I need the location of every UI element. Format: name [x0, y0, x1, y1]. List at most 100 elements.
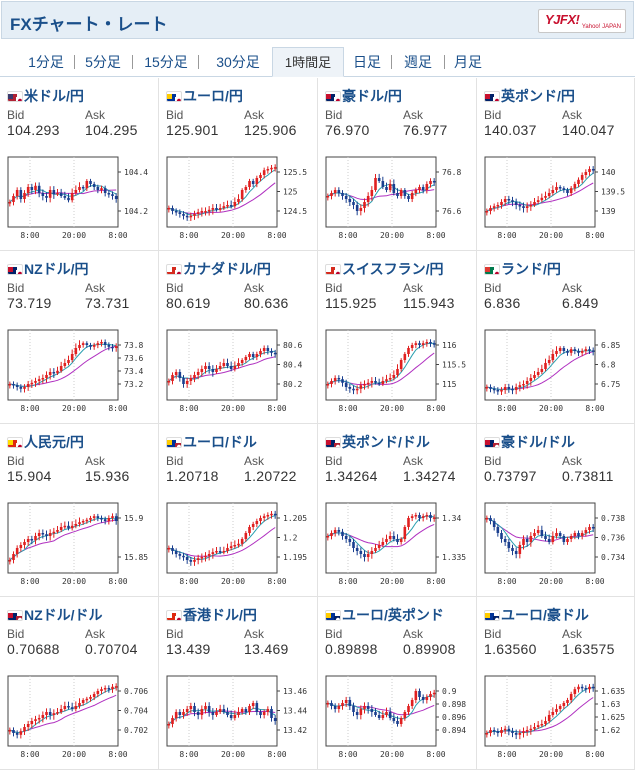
pair-link[interactable]: ランド/円 [484, 259, 561, 277]
tab-8[interactable]: 月足 [454, 54, 482, 70]
pair-link[interactable]: 香港ドル/円 [166, 605, 257, 623]
rate-card[interactable]: ランド/円 Bid 6.836 Ask 6.849 6.85 6.8 6.75 8:00 20:0… [477, 251, 635, 424]
candle-body [503, 387, 507, 390]
pair-link[interactable]: カナダドル/円 [166, 259, 271, 277]
pair-link[interactable]: NZドル/円 [7, 259, 89, 277]
price-chart[interactable]: 0.9 0.898 0.896 0.894 8:00 20:00 8:00 [325, 675, 475, 759]
candle-body [237, 199, 240, 202]
candle-body [522, 384, 525, 386]
slow-moving-average [9, 189, 117, 203]
candle-body [399, 360, 403, 369]
pair-link[interactable]: 豪ドル/円 [325, 86, 402, 104]
candle-body [114, 516, 118, 521]
candle-body [407, 706, 410, 712]
pair-name: NZドル/ドル [24, 607, 103, 623]
tab-3[interactable]: 15分足 [144, 54, 188, 70]
tab-1[interactable]: 1分足 [28, 54, 64, 70]
price-chart[interactable]: 0.706 0.704 0.702 8:00 20:00 8:00 [7, 675, 157, 759]
rate-card[interactable]: スイスフラン/円 Bid 115.925 Ask 115.943 116 115.5 115 8… [318, 251, 477, 424]
pair-link[interactable]: 豪ドル/ドル [484, 432, 575, 450]
price-chart[interactable]: 140 139.5 139 8:00 20:00 8:00 [484, 156, 634, 240]
price-chart[interactable]: 125.5 125 124.5 8:00 20:00 8:00 [166, 156, 316, 240]
tab-separator [198, 55, 199, 69]
ask-label: Ask [85, 627, 106, 641]
price-chart[interactable]: 13.46 13.44 13.42 8:00 20:00 8:00 [166, 675, 316, 759]
tab-7[interactable]: 週足 [404, 54, 432, 70]
price-chart[interactable]: 1.205 1.2 1.195 8:00 20:00 8:00 [166, 502, 316, 586]
tab-5[interactable]: 1時間足 [272, 47, 344, 77]
candle-body [337, 530, 341, 532]
price-chart[interactable]: 80.6 80.4 80.2 8:00 20:00 8:00 [166, 329, 316, 413]
tab-4[interactable]: 30分足 [216, 54, 260, 70]
candle-body [222, 551, 226, 553]
rate-card[interactable]: ユーロ/豪ドル Bid 1.63560 Ask 1.63575 1.635 1.63 1.62… [477, 597, 635, 770]
candle-body [377, 178, 381, 181]
price-chart[interactable]: 0.738 0.736 0.734 8:00 20:00 8:00 [484, 502, 634, 586]
pair-link[interactable]: ユーロ/英ポンド [325, 605, 444, 623]
candle-body [352, 202, 355, 205]
rate-card[interactable]: 米ドル/円 Bid 104.293 Ask 104.295 104.4 104.2 8:00 2… [0, 78, 159, 251]
candle-body [273, 167, 277, 169]
pair-link[interactable]: 米ドル/円 [7, 86, 84, 104]
pair-link[interactable]: 人民元/円 [7, 432, 84, 450]
rate-card[interactable]: NZドル/円 Bid 73.719 Ask 73.731 73.8 73.6 73.4 73.2… [0, 251, 159, 424]
rate-card[interactable]: ユーロ/ドル Bid 1.20718 Ask 1.20722 1.205 1.2 1.195 8… [159, 424, 318, 597]
pair-link[interactable]: NZドル/ドル [7, 605, 103, 623]
rate-card[interactable]: NZドル/ドル Bid 0.70688 Ask 0.70704 0.706 0.704 0.7… [0, 597, 159, 770]
candle-body [330, 533, 333, 536]
rate-card[interactable]: 英ポンド/円 Bid 140.037 Ask 140.047 140 139.5 139 8:0… [477, 78, 635, 251]
candle-body [185, 381, 189, 384]
tab-6[interactable]: 日足 [353, 54, 381, 70]
pair-name: カナダドル/円 [183, 261, 271, 277]
pair-link[interactable]: 英ポンド/ドル [325, 432, 430, 450]
candle-body [15, 548, 19, 554]
candle-body [100, 518, 103, 520]
x-tick-label: 20:00 [380, 404, 404, 413]
rate-card[interactable]: 豪ドル/ドル Bid 0.73797 Ask 0.73811 0.738 0.736 0.73… [477, 424, 635, 597]
price-chart[interactable]: 104.4 104.2 8:00 20:00 8:00 [7, 156, 157, 240]
candle-body [536, 725, 540, 727]
brand-logo[interactable]: YJFX! Yahoo! JAPAN [538, 9, 626, 33]
candle-body [370, 709, 374, 712]
x-tick-label: 20:00 [62, 750, 86, 759]
candle-body [421, 516, 425, 518]
candle-body [74, 190, 78, 193]
price-chart[interactable]: 1.635 1.63 1.625 1.62 8:00 20:00 8:00 [484, 675, 634, 759]
rate-card[interactable]: 人民元/円 Bid 15.904 Ask 15.936 15.9 15.85 8:00 20:0… [0, 424, 159, 597]
price-chart[interactable]: 76.8 76.6 8:00 20:00 8:00 [325, 156, 475, 240]
candle-body [200, 557, 204, 559]
candle-body [396, 193, 399, 196]
price-chart[interactable]: 73.8 73.6 73.4 73.2 8:00 20:00 8:00 [7, 329, 157, 413]
pair-link[interactable]: ユーロ/円 [166, 86, 243, 104]
price-chart[interactable]: 116 115.5 115 8:00 20:00 8:00 [325, 329, 475, 413]
candle-body [41, 715, 45, 718]
ask-label: Ask [244, 454, 265, 468]
candle-body [540, 530, 544, 536]
candle-body [569, 349, 573, 353]
ask-value: 80.636 [244, 295, 289, 311]
price-chart[interactable]: 1.34 1.335 8:00 20:00 8:00 [325, 502, 475, 586]
rate-card[interactable]: 英ポンド/ドル Bid 1.34264 Ask 1.34274 1.34 1.335 8:00… [318, 424, 477, 597]
rate-card[interactable]: 香港ドル/円 Bid 13.439 Ask 13.469 13.46 13.44 13.42 8… [159, 597, 318, 770]
candle-body [547, 715, 551, 721]
ask-label: Ask [562, 281, 583, 295]
pair-link[interactable]: ユーロ/ドル [166, 432, 257, 450]
rate-card[interactable]: ユーロ/円 Bid 125.901 Ask 125.906 125.5 125 124.5 8:… [159, 78, 318, 251]
ask-label: Ask [403, 627, 424, 641]
rate-card[interactable]: ユーロ/英ポンド Bid 0.89898 Ask 0.89908 0.9 0.898 0.89… [318, 597, 477, 770]
candle-body [26, 187, 30, 193]
price-chart[interactable]: 15.9 15.85 8:00 20:00 8:00 [7, 502, 157, 586]
pair-link[interactable]: 英ポンド/円 [484, 86, 575, 104]
candle-body [337, 378, 341, 380]
candle-body [23, 542, 26, 545]
tab-2[interactable]: 5分足 [85, 54, 121, 70]
pair-link[interactable]: ユーロ/豪ドル [484, 605, 589, 623]
pair-name: ランド/円 [501, 261, 561, 277]
price-chart[interactable]: 6.85 6.8 6.75 8:00 20:00 8:00 [484, 329, 634, 413]
candle-body [569, 188, 573, 193]
pair-link[interactable]: スイスフラン/円 [325, 259, 443, 277]
rate-card[interactable]: カナダドル/円 Bid 80.619 Ask 80.636 80.6 80.4 80.2 8:0… [159, 251, 318, 424]
candle-body [511, 548, 514, 551]
rate-card[interactable]: 豪ドル/円 Bid 76.970 Ask 76.977 76.8 76.6 8:00 20:00… [318, 78, 477, 251]
ask-label: Ask [562, 454, 583, 468]
